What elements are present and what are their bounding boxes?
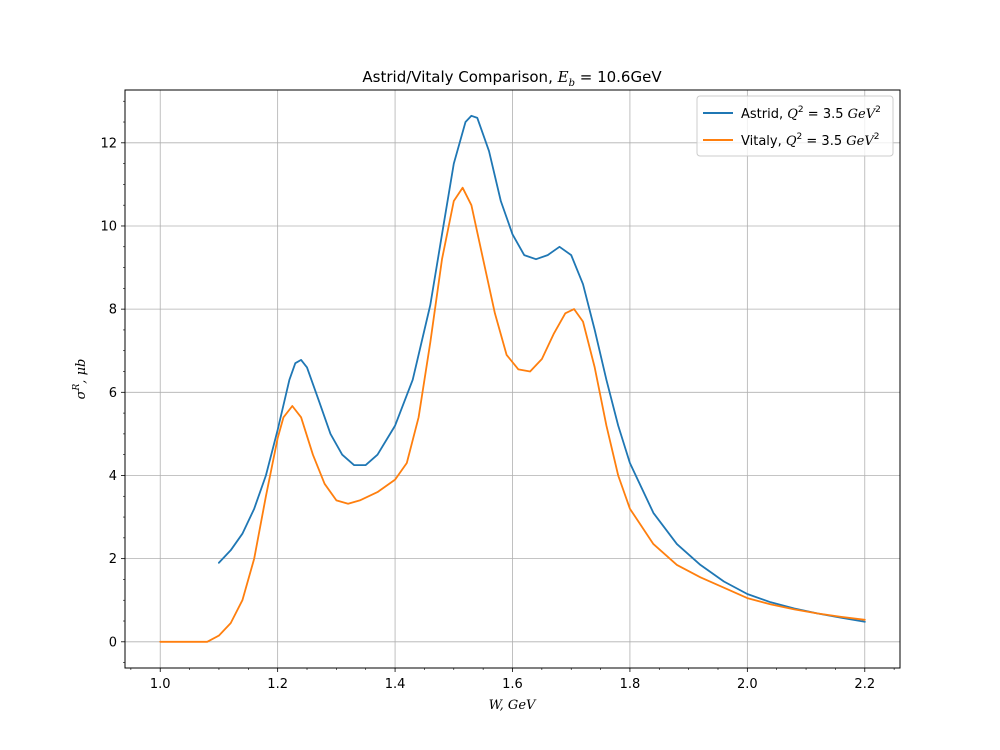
y-tick-label: 2 (109, 552, 117, 567)
y-axis-label: σR, μb (72, 359, 89, 400)
y-tick-label: 12 (100, 136, 117, 151)
legend-box (696, 95, 894, 157)
series-layer (159, 114, 866, 643)
y-tick-label: 8 (109, 303, 117, 318)
legend: Astrid, Q2 = 3.5 GeV2 Vitaly, Q2 = 3.5 G… (696, 95, 894, 157)
y-axis: 0 2 4 6 8 10 12 (100, 100, 125, 663)
x-tick-label: 1.0 (150, 677, 171, 692)
x-tick-label: 1.8 (620, 677, 641, 692)
x-axis-label: W, GeV (489, 698, 537, 713)
y-tick-label: 0 (109, 635, 117, 650)
y-tick-label: 6 (109, 386, 117, 401)
x-tick-label: 1.6 (502, 677, 523, 692)
series-line-astrid (218, 114, 866, 623)
y-tick-label: 4 (109, 469, 117, 484)
x-tick-label: 1.4 (385, 677, 406, 692)
series-line-vitaly (159, 186, 866, 643)
y-tick-label: 10 (100, 219, 117, 234)
x-axis: 1.0 1.2 1.4 1.6 1.8 2.0 2.2 (130, 668, 895, 692)
x-tick-label: 2.0 (737, 677, 758, 692)
legend-label-vitaly: Vitaly, Q2 = 3.5 GeV2 (741, 132, 879, 149)
legend-label-astrid: Astrid, Q2 = 3.5 GeV2 (741, 105, 881, 122)
chart-title: Astrid/Vitaly Comparison, Eb = 10.6GeV (362, 68, 662, 89)
grid (125, 90, 900, 668)
x-tick-label: 2.2 (854, 677, 875, 692)
x-tick-label: 1.2 (267, 677, 288, 692)
